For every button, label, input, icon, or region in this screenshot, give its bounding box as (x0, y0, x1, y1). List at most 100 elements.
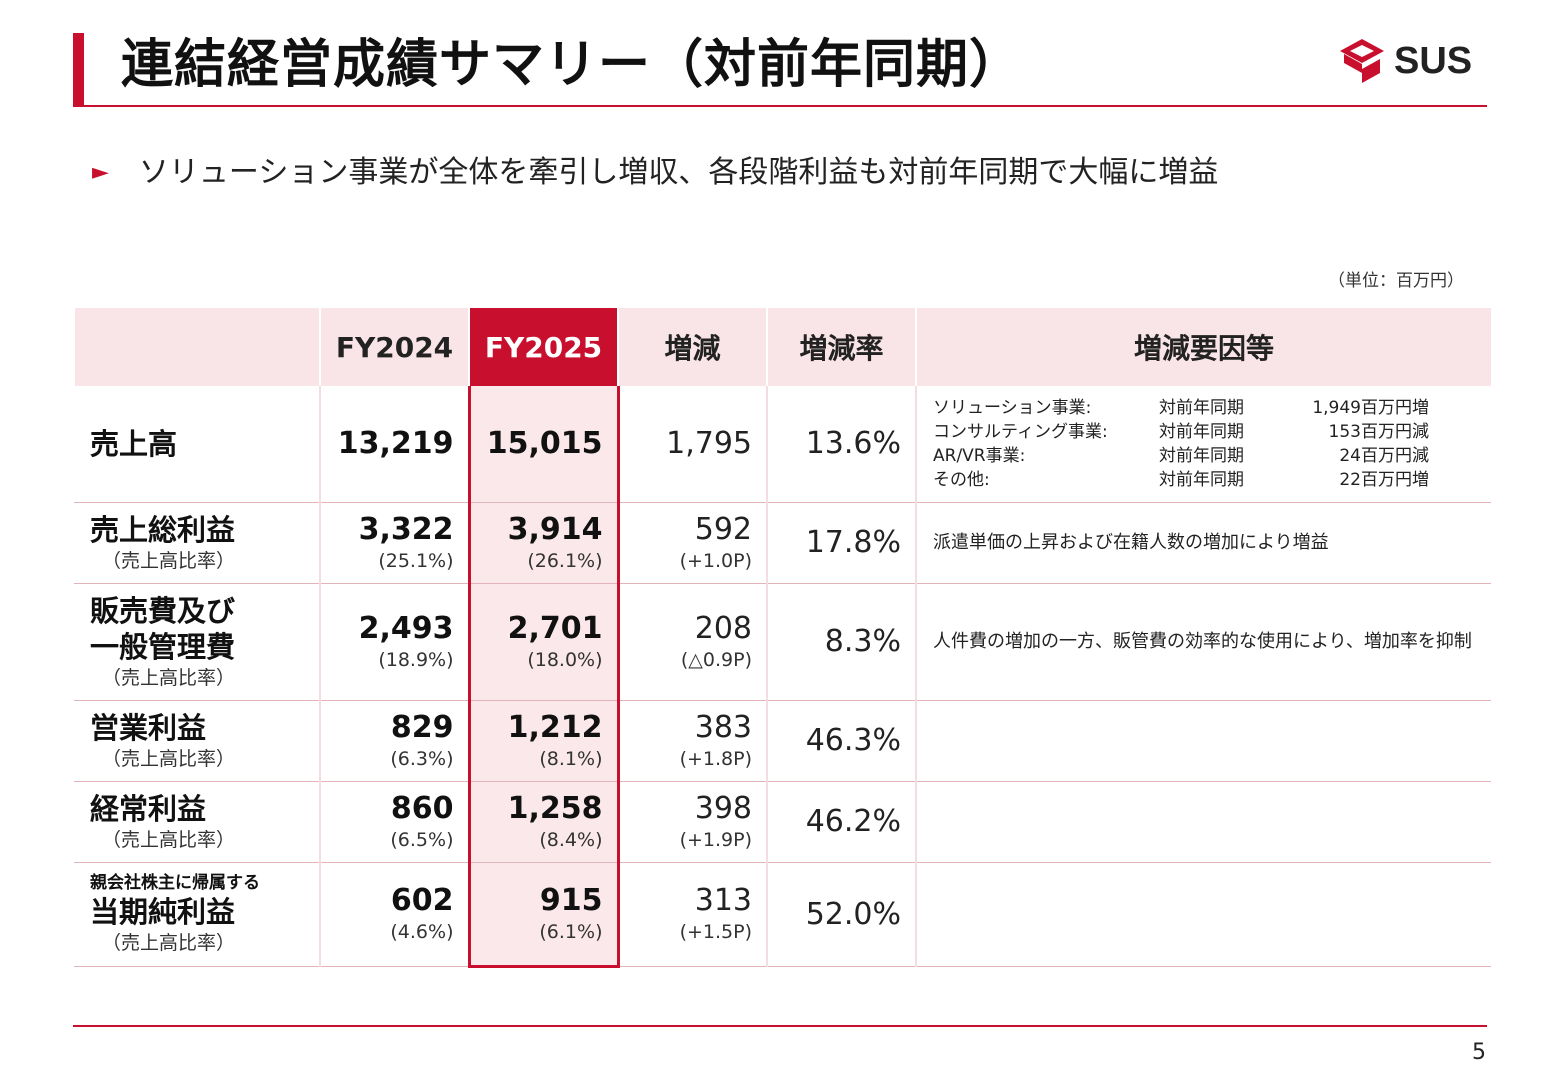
value-fy2024: 602 (390, 883, 454, 918)
table-row: 売上高 13,219 15,015 1,795 13.6% ソリューション事業:… (74, 386, 1491, 503)
row-label-main: 営業利益 (90, 710, 207, 745)
value-fy2025: 1,258 (507, 790, 603, 826)
value-diff: 398 (694, 790, 752, 826)
value-fy2024: 3,322 (358, 511, 454, 547)
diff-points: (+1.0P) (679, 549, 752, 572)
ratio-fy2024: (6.3%) (390, 747, 454, 770)
row-label-main: 当期純利益 (90, 895, 236, 929)
cell-fy2024: 860 (6.5%) (319, 781, 469, 863)
triangle-marker-icon: ► (92, 160, 109, 185)
ratio-fy2025: (6.1%) (539, 920, 603, 943)
cell-fy2024: 2,493 (18.9%) (319, 583, 469, 701)
value-diff: 1,795 (666, 425, 752, 461)
row-label-sub: （売上高比率） (102, 549, 236, 572)
cell-rate: 52.0% (766, 862, 916, 967)
segment-breakdown: ソリューション事業: 対前年同期 1,949百万円増 コンサルティング事業: 対… (933, 396, 1491, 492)
value-fy2025: 3,914 (507, 511, 603, 547)
segment-name: AR/VR事業: (933, 445, 1026, 466)
cell-factors: ソリューション事業: 対前年同期 1,949百万円増 コンサルティング事業: 対… (915, 386, 1491, 503)
unit-note: （単位：百万円） (1328, 271, 1464, 291)
row-label-sub: （売上高比率） (102, 747, 236, 770)
logo-text: SUS (1394, 40, 1473, 82)
diff-points: (+1.9P) (679, 828, 752, 851)
cell-rate: 13.6% (766, 386, 916, 503)
value-diff: 592 (694, 511, 752, 547)
ratio-fy2024: (6.5%) (390, 828, 454, 851)
results-table: FY2024 FY2025 増減 増減率 増減要因等 売上高 13,219 15… (73, 308, 1491, 968)
segment-amount: 24百万円減 (1339, 445, 1429, 466)
diff-points: (+1.5P) (679, 921, 752, 943)
header-fy2025: FY2025 (468, 308, 618, 386)
value-fy2025: 1,212 (507, 709, 603, 745)
value-fy2024: 829 (390, 709, 454, 745)
cell-fy2024: 3,322 (25.1%) (319, 502, 469, 584)
header-blank (73, 308, 320, 386)
cell-fy2025: 1,258 (8.4%) (467, 781, 620, 863)
sus-logo-icon (1340, 39, 1384, 83)
cell-factors (915, 862, 1491, 967)
segment-period: 対前年同期 (1159, 445, 1244, 466)
value-diff: 208 (694, 610, 752, 646)
value-fy2024: 13,219 (337, 425, 454, 461)
ratio-fy2025: (8.1%) (539, 747, 603, 770)
cell-fy2025: 15,015 (467, 386, 620, 503)
table-row: 親会社株主に帰属する 当期純利益 （売上高比率） 602 (4.6%) 915 … (74, 862, 1491, 968)
row-label: 売上総利益 （売上高比率） (74, 502, 320, 584)
segment-amount: 153百万円減 (1328, 421, 1429, 442)
footer-divider (73, 1025, 1487, 1027)
header-fy2024: FY2024 (319, 308, 469, 386)
segment-period: 対前年同期 (1159, 421, 1244, 442)
header-rate: 増減率 (766, 308, 916, 386)
ratio-fy2025: (18.0%) (527, 648, 603, 671)
row-label: 営業利益 （売上高比率） (74, 700, 320, 782)
value-diff: 313 (694, 883, 752, 918)
page-number: 5 (1472, 1040, 1486, 1065)
cell-diff: 208 (△0.9P) (617, 583, 767, 701)
segment-name: ソリューション事業: (933, 397, 1092, 418)
value-fy2024: 2,493 (358, 610, 454, 646)
row-label-sub: （売上高比率） (102, 932, 236, 954)
table-row: 販売費及び 一般管理費 （売上高比率） 2,493 (18.9%) 2,701 … (74, 583, 1491, 701)
cell-rate: 46.2% (766, 781, 916, 863)
cell-fy2024: 829 (6.3%) (319, 700, 469, 782)
company-logo: SUS (1336, 37, 1488, 85)
cell-diff: 398 (+1.9P) (617, 781, 767, 863)
cell-rate: 17.8% (766, 502, 916, 584)
diff-points: (△0.9P) (680, 648, 752, 671)
cell-factors (915, 781, 1491, 863)
cell-factors (915, 700, 1491, 782)
row-label: 販売費及び 一般管理費 （売上高比率） (74, 583, 320, 701)
cell-factors: 派遣単価の上昇および在籍人数の増加により増益 (915, 502, 1491, 584)
row-label-main: 経常利益 (90, 791, 207, 826)
row-label-main: 売上高 (90, 426, 178, 461)
ratio-fy2024: (25.1%) (378, 549, 454, 572)
row-label-main-2: 一般管理費 (90, 629, 236, 664)
ratio-fy2025: (8.4%) (539, 828, 603, 851)
segment-name: その他: (933, 469, 990, 490)
ratio-fy2024: (4.6%) (390, 921, 454, 943)
table-row: 経常利益 （売上高比率） 860 (6.5%) 1,258 (8.4%) 398… (74, 781, 1491, 863)
row-label-prefix: 親会社株主に帰属する (90, 873, 260, 893)
cell-fy2025: 915 (6.1%) (467, 862, 620, 968)
cell-diff: 1,795 (617, 386, 767, 503)
value-fy2025: 2,701 (507, 610, 603, 646)
row-label: 売上高 (74, 386, 320, 503)
cell-diff: 592 (+1.0P) (617, 502, 767, 584)
row-label-sub: （売上高比率） (102, 666, 236, 689)
title-divider (73, 105, 1487, 107)
cell-diff: 383 (+1.8P) (617, 700, 767, 782)
table-header-row: FY2024 FY2025 増減 増減率 増減要因等 (73, 308, 1491, 386)
cell-diff: 313 (+1.5P) (617, 862, 767, 967)
row-label-main: 売上総利益 (90, 512, 236, 547)
cell-fy2024: 602 (4.6%) (319, 862, 469, 967)
ratio-fy2025: (26.1%) (527, 549, 603, 572)
row-label-sub: （売上高比率） (102, 828, 236, 851)
page-title: 連結経営成績サマリー（対前年同期） (121, 35, 1023, 95)
segment-name: コンサルティング事業: (933, 421, 1108, 442)
row-label: 経常利益 （売上高比率） (74, 781, 320, 863)
cell-fy2024: 13,219 (319, 386, 469, 503)
value-fy2024: 860 (390, 790, 454, 826)
headline: ► ソリューション事業が全体を牽引し増収、各段階利益も対前年同期で大幅に増益 (92, 150, 1218, 196)
cell-rate: 46.3% (766, 700, 916, 782)
title-accent-bar (73, 33, 84, 106)
